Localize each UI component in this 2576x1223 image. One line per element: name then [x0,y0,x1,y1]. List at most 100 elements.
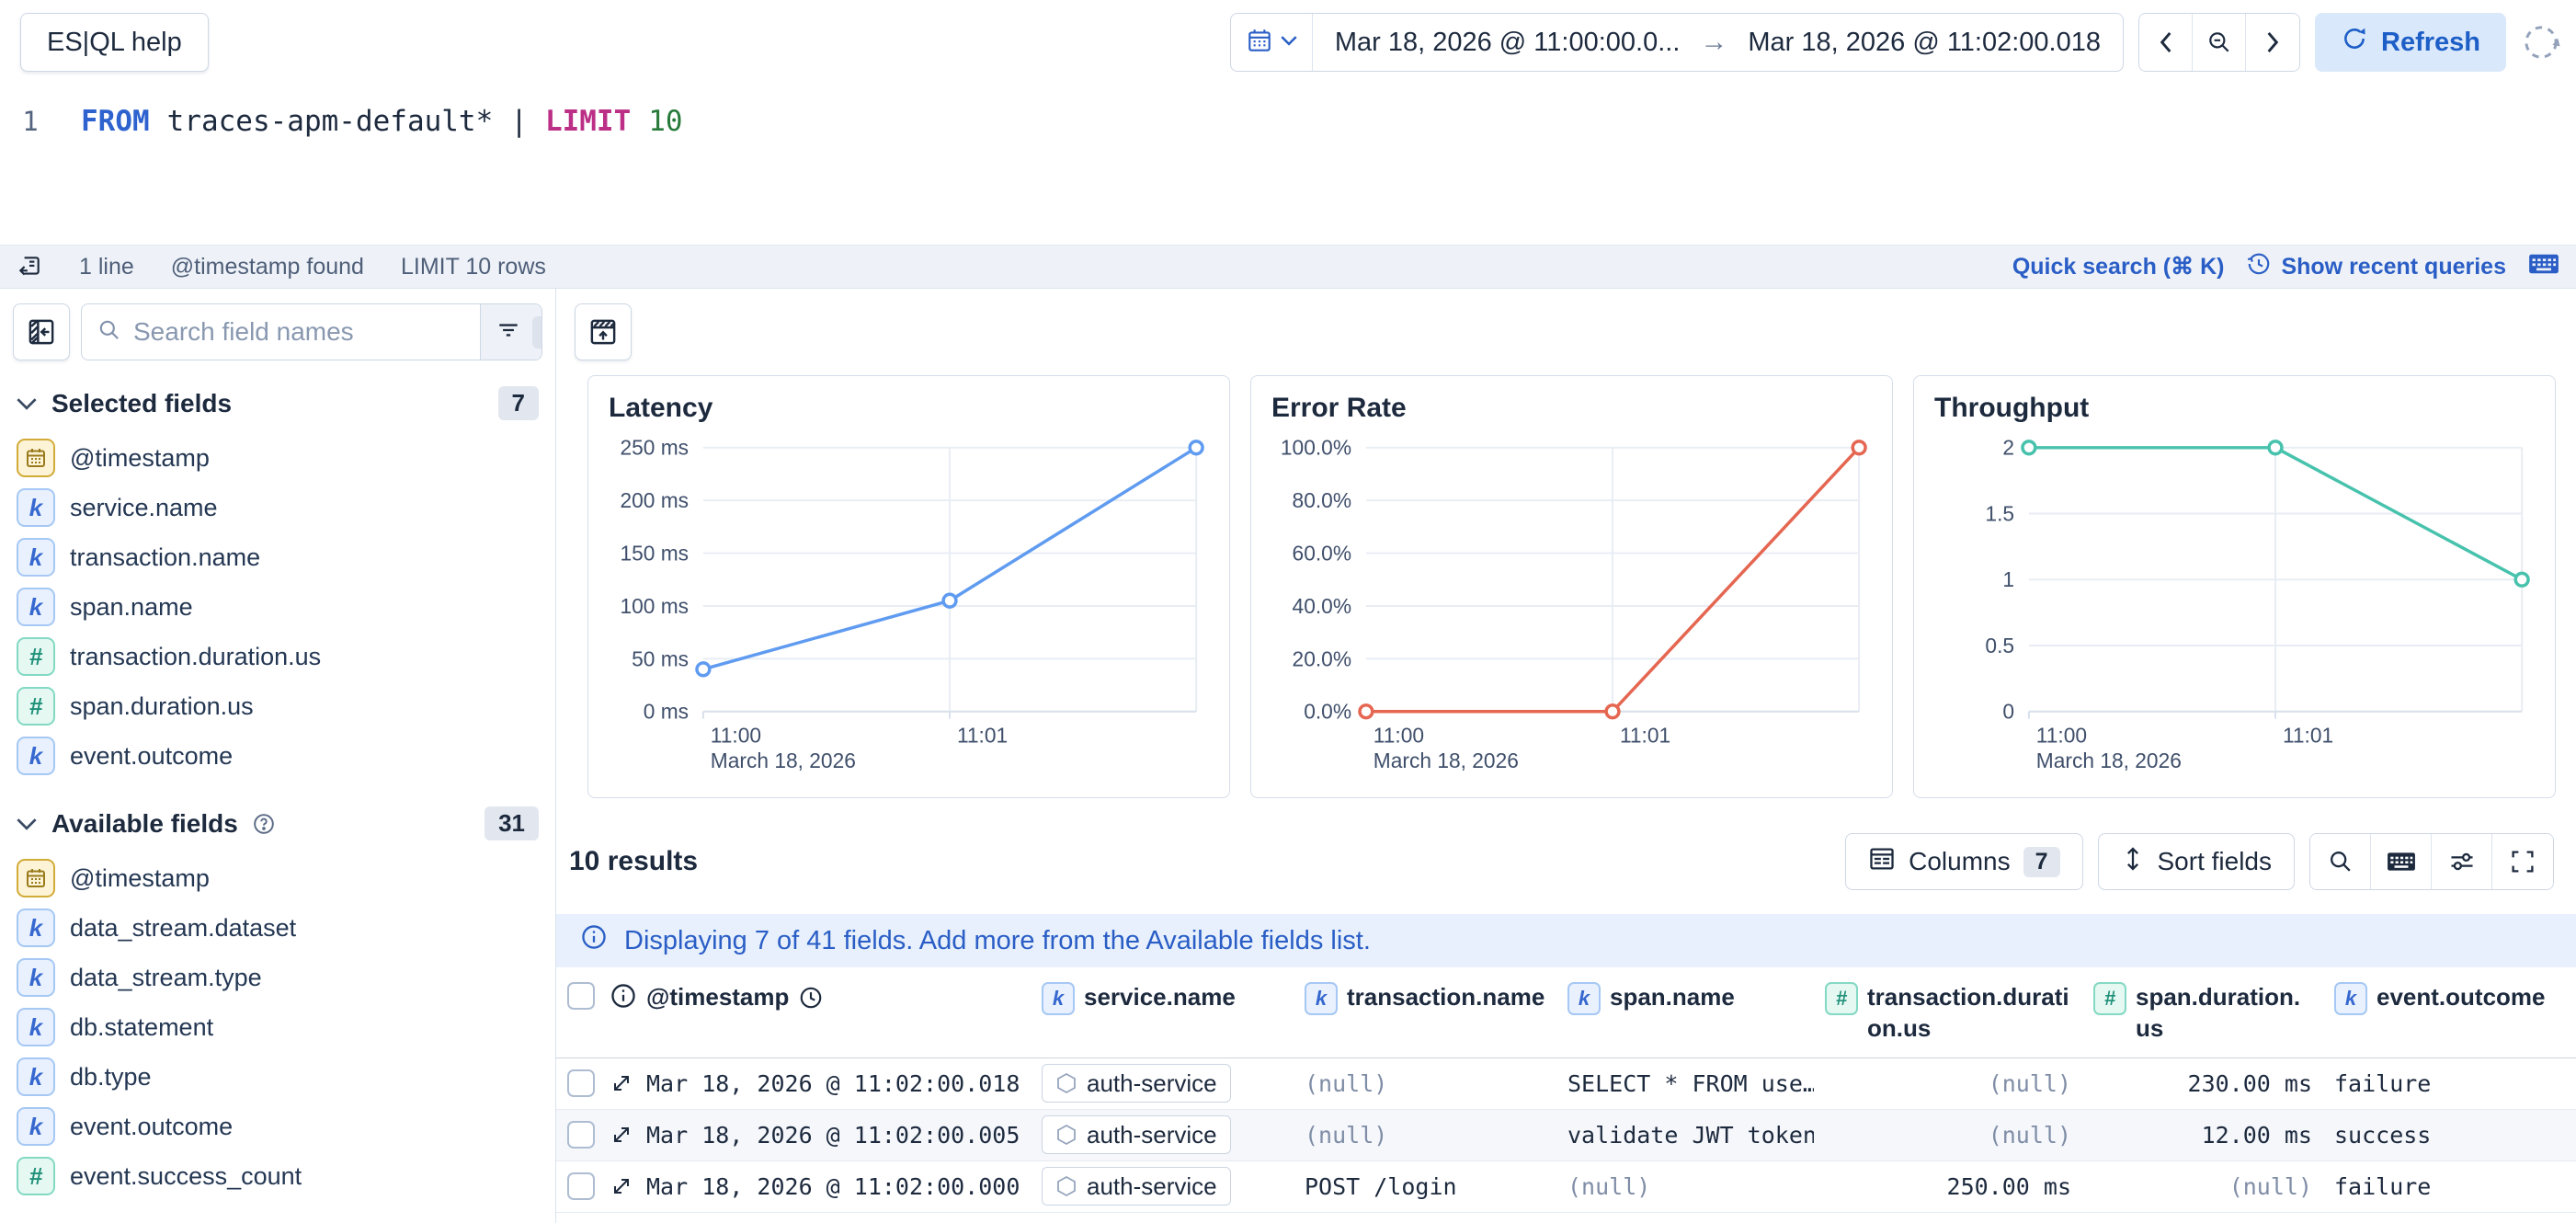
refresh-button[interactable]: Refresh [2315,13,2506,72]
help-question-icon[interactable] [253,813,275,835]
timestamp-found-status: @timestamp found [170,253,364,280]
field-search-input[interactable] [133,317,465,347]
latency-chart-card: Latency 0 ms 50 ms 100 ms 150 ms 200 ms 250 m… [587,375,1230,798]
end-date-button[interactable]: Mar 18, 2026 @ 11:02:00.018 [1748,27,2101,57]
hide-charts-button[interactable] [575,303,632,360]
svg-text:March 18, 2026: March 18, 2026 [711,749,856,772]
field-name: @timestamp [70,863,210,892]
quick-search-link[interactable]: Quick search (⌘ K) [2012,254,2225,280]
line-number: 1 [22,106,39,137]
sort-icon [2121,845,2145,879]
display-options-button[interactable] [2432,834,2492,889]
field-item-timestamp[interactable]: @timestamp [0,433,555,483]
show-recent-queries-link[interactable]: Show recent queries [2246,251,2506,283]
keyword-field-icon: k [17,1008,55,1046]
error-rate-chart[interactable]: 0.0% 20.0% 40.0% 60.0% 80.0% 100.0% 11:00 11:01… [1271,431,1872,773]
field-item-data-stream-type[interactable]: k data_stream.type [0,953,555,1002]
field-item-span-duration[interactable]: # span.duration.us [0,681,555,731]
field-item-service-name[interactable]: k service.name [0,483,555,532]
field-item-event-outcome[interactable]: k event.outcome [0,1102,555,1151]
number-field-icon: # [17,637,55,676]
statusbar-right: Quick search (⌘ K) Show recent queries [2012,251,2559,283]
columns-button[interactable]: Columns 7 [1845,833,2083,890]
cell-timestamp: Mar 18, 2026 @ 11:02:00.018 [646,1069,1020,1097]
header-timestamp[interactable]: @timestamp [635,978,1031,1017]
svg-text:0.0%: 0.0% [1304,700,1351,724]
field-item-transaction-name[interactable]: k transaction.name [0,532,555,582]
start-date-button[interactable]: Mar 18, 2026 @ 11:00:00.0... [1334,27,1681,57]
field-item-event-outcome[interactable]: k event.outcome [0,731,555,781]
time-nav-group [2138,13,2300,72]
row-checkbox[interactable] [567,1121,595,1149]
results-count: 10 results [569,846,699,876]
svg-text:200 ms: 200 ms [620,488,689,512]
keyboard-shortcuts-icon[interactable] [2528,251,2559,283]
field-item-span-name[interactable]: k span.name [0,582,555,632]
filter-icon [496,317,521,348]
field-item-timestamp[interactable]: @timestamp [0,853,555,903]
fullscreen-button[interactable] [2492,834,2553,889]
top-toolbar: ES|QL help [0,0,2576,81]
clock-icon [798,985,824,1011]
header-transaction-duration[interactable]: # transaction.duration.us [1814,978,2082,1048]
throughput-chart[interactable]: 0 0.5 1 1.5 2 11:00 11:01 March 18, 2026 [1934,431,2535,773]
keyword-field-icon: k [17,588,55,626]
header-span-name[interactable]: k span.name [1556,978,1814,1019]
expand-row-icon[interactable] [610,1123,633,1147]
available-fields-header[interactable]: Available fields 31 [0,781,555,853]
svg-text:11:01: 11:01 [1620,723,1670,747]
table-row: Mar 18, 2026 @ 11:02:00.000 auth-service… [556,1161,2576,1213]
cell-service-name: auth-service [1031,1167,1294,1206]
collapse-sidebar-button[interactable] [13,303,70,360]
latency-chart[interactable]: 0 ms 50 ms 100 ms 150 ms 200 ms 250 ms 11:00 11… [609,431,1209,773]
selected-fields-header[interactable]: Selected fields 7 [0,360,555,433]
time-back-button[interactable] [2139,14,2193,71]
esql-editor[interactable]: 1 FROM traces-apm-default* | LIMIT 10 [0,81,2576,245]
field-item-data-stream-dataset[interactable]: k data_stream.dataset [0,903,555,953]
expand-row-icon[interactable] [610,1071,633,1095]
select-all-checkbox[interactable] [567,982,595,1010]
expand-row-icon[interactable] [610,1174,633,1198]
time-forward-button[interactable] [2246,14,2299,71]
header-event-outcome[interactable]: k event.outcome [2323,978,2576,1019]
editor-feedback-icon[interactable] [17,254,42,280]
cell-timestamp: Mar 18, 2026 @ 11:02:00.005 [646,1121,1020,1149]
cell-event-outcome: success [2334,1121,2432,1149]
chart-title: Error Rate [1271,393,1407,423]
selected-fields-count: 7 [497,386,539,420]
throughput-chart-card: Throughput 0 0.5 1 1.5 2 11:00 11:01 March 18, … [1913,375,2556,798]
search-in-table-button[interactable] [2310,834,2371,889]
limit-rows-status: LIMIT 10 rows [400,253,546,280]
field-item-event-success-count[interactable]: # event.success_count [0,1151,555,1201]
keyword-field-icon: k [1042,982,1075,1015]
service-chip[interactable]: auth-service [1042,1167,1231,1206]
keyword-field-icon: k [17,1107,55,1146]
cell-transaction-duration: 250.00 ms [1946,1172,2071,1200]
svg-text:0 ms: 0 ms [644,700,689,724]
svg-text:50 ms: 50 ms [632,646,689,670]
service-chip[interactable]: auth-service [1042,1115,1231,1155]
service-chip[interactable]: auth-service [1042,1064,1231,1103]
date-picker-menu-button[interactable] [1231,14,1313,71]
esql-help-button[interactable]: ES|QL help [20,13,209,72]
service-hexagon-icon [1055,1124,1077,1146]
zoom-out-time-button[interactable] [2193,14,2246,71]
query-keyword-limit: LIMIT [544,105,632,138]
keyboard-shortcuts-button[interactable] [2371,834,2432,889]
sort-fields-button[interactable]: Sort fields [2097,833,2295,890]
field-item-transaction-duration[interactable]: # transaction.duration.us [0,632,555,681]
header-service-name[interactable]: k service.name [1031,978,1294,1019]
columns-count-badge: 7 [2023,846,2060,877]
row-checkbox[interactable] [567,1069,595,1098]
row-checkbox[interactable] [567,1172,595,1201]
field-item-db-statement[interactable]: k db.statement [0,1002,555,1052]
header-span-duration[interactable]: # span.duration.us [2082,978,2323,1048]
field-item-db-type[interactable]: k db.type [0,1052,555,1102]
error-rate-chart-card: Error Rate 0.0% 20.0% 40.0% 60.0% 80.0% 100.0… [1250,375,1893,798]
svg-text:0: 0 [2002,700,2014,724]
field-filter-button[interactable]: 0 [480,304,541,360]
field-name: db.statement [70,1012,214,1041]
selected-fields-title: Selected fields [51,388,233,417]
header-transaction-name[interactable]: k transaction.name [1294,978,1556,1019]
